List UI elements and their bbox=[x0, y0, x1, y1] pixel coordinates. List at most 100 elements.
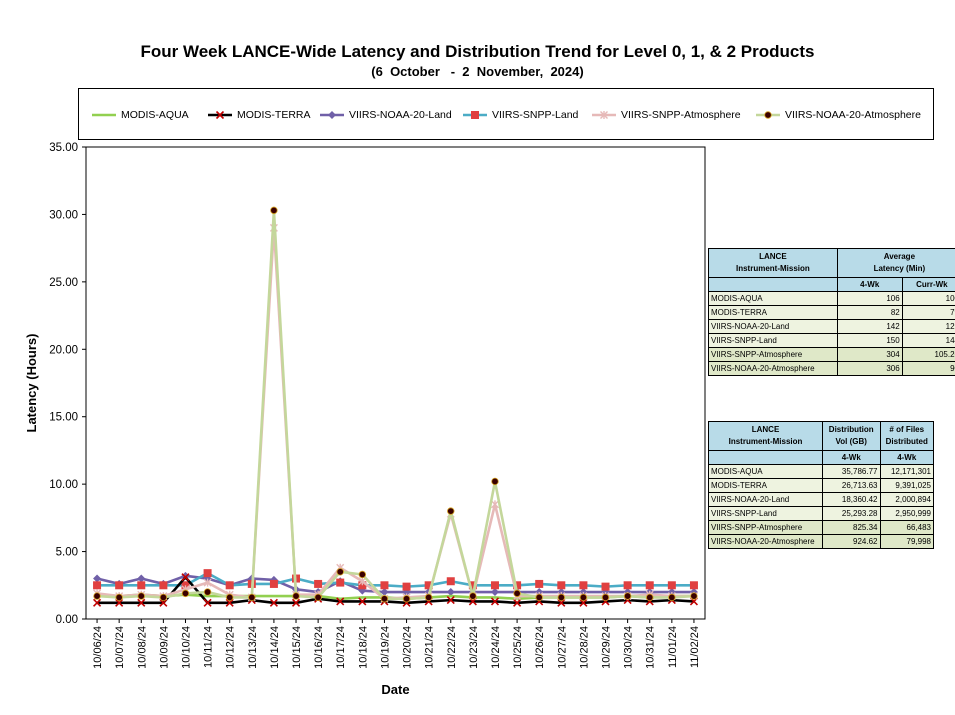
data-point bbox=[490, 500, 499, 509]
legend-item: MODIS-AQUA bbox=[91, 106, 189, 124]
chart-title: Four Week LANCE-Wide Latency and Distrib… bbox=[140, 42, 815, 61]
x-tick-label: 10/08/24 bbox=[136, 626, 148, 669]
x-tick-label: 10/27/24 bbox=[556, 626, 568, 669]
row-value-b: 144 bbox=[901, 333, 955, 348]
data-point bbox=[490, 597, 500, 606]
x-tick-label: 10/24/24 bbox=[490, 626, 502, 669]
data-point bbox=[623, 592, 632, 600]
legend-label: VIIRS-SNPP-Land bbox=[492, 109, 579, 121]
row-value-a: 825.34 bbox=[822, 520, 881, 535]
legend-label: VIIRS-SNPP-Atmosphere bbox=[621, 109, 741, 121]
data-point bbox=[93, 574, 102, 583]
data-point bbox=[336, 597, 345, 606]
x-tick-label: 10/28/24 bbox=[578, 626, 590, 669]
header-metric: Distribution Vol (GB) bbox=[822, 421, 881, 451]
header-blank bbox=[708, 277, 838, 292]
row-name: MODIS-TERRA bbox=[708, 305, 838, 320]
data-point bbox=[292, 592, 300, 600]
data-point bbox=[115, 593, 123, 602]
x-tick-label: 10/18/24 bbox=[357, 626, 369, 669]
data-point bbox=[137, 581, 146, 590]
latency-table: LANCE Instrument-Mission Average Latency … bbox=[708, 248, 955, 376]
header-instrument: LANCE Instrument-Mission bbox=[708, 248, 838, 278]
legend-label: VIIRS-NOAA-20-Land bbox=[349, 109, 452, 121]
data-point bbox=[203, 569, 212, 578]
x-tick-label: 10/29/24 bbox=[601, 626, 613, 669]
header-instrument: LANCE Instrument-Mission bbox=[708, 421, 823, 451]
data-point bbox=[667, 581, 676, 590]
data-point bbox=[490, 588, 499, 597]
header-files: # of Files Distributed bbox=[879, 421, 934, 451]
x-tick-label: 10/11/24 bbox=[203, 626, 215, 668]
legend-item: MODIS-TERRA bbox=[207, 106, 311, 124]
data-point bbox=[491, 477, 499, 486]
row-value-b: 2,000,894 bbox=[879, 492, 934, 507]
x-tick-label: 10/25/24 bbox=[512, 626, 524, 669]
legend-label: MODIS-TERRA bbox=[237, 109, 311, 121]
legend-marker bbox=[328, 111, 336, 119]
data-point bbox=[402, 595, 411, 603]
data-point bbox=[270, 206, 278, 215]
data-point bbox=[535, 593, 543, 602]
data-point bbox=[225, 581, 234, 590]
x-tick-label: 10/20/24 bbox=[402, 626, 414, 669]
data-point bbox=[159, 593, 168, 602]
table-row: MODIS-AQUA106100 bbox=[708, 291, 955, 306]
data-point bbox=[269, 598, 278, 607]
data-point bbox=[92, 598, 102, 607]
header-blank bbox=[708, 450, 823, 465]
data-point bbox=[225, 593, 234, 602]
data-point bbox=[668, 593, 676, 602]
data-point bbox=[601, 582, 610, 591]
row-value-a: 82 bbox=[836, 305, 903, 320]
data-point bbox=[557, 593, 566, 602]
y-tick-label: 5.00 bbox=[56, 547, 78, 559]
y-tick-label: 25.00 bbox=[49, 277, 78, 289]
y-tick-label: 15.00 bbox=[49, 412, 78, 424]
table-row: VIIRS-NOAA-20-Atmosphere 924.62 79,998 bbox=[708, 534, 934, 549]
x-tick-label: 10/23/24 bbox=[468, 626, 480, 669]
row-name: VIIRS-SNPP-Land bbox=[708, 506, 823, 521]
data-point bbox=[336, 578, 345, 587]
legend-marker bbox=[600, 111, 608, 119]
row-value-a: 35,786.77 bbox=[822, 464, 881, 479]
data-point bbox=[137, 598, 146, 607]
data-point bbox=[314, 593, 322, 602]
y-tick-label: 0.00 bbox=[56, 614, 78, 626]
data-point bbox=[181, 573, 190, 582]
legend-marker bbox=[764, 111, 772, 119]
data-point bbox=[137, 592, 145, 600]
data-point bbox=[93, 592, 101, 600]
legend-swatch bbox=[92, 113, 116, 117]
data-point bbox=[424, 581, 433, 590]
x-tick-label: 10/10/24 bbox=[180, 626, 192, 669]
distribution-table: LANCE Instrument-Mission Distribution Vol… bbox=[708, 421, 934, 549]
subheader-b: 4-Wk bbox=[879, 450, 934, 465]
table-row: VIIRS-NOAA-20-Land142129 bbox=[708, 319, 955, 334]
data-point bbox=[690, 592, 698, 600]
row-name: VIIRS-SNPP-Atmosphere bbox=[708, 347, 838, 362]
row-value-b: 129 bbox=[901, 319, 955, 334]
row-value-b: 90 bbox=[901, 361, 955, 376]
table-row: VIIRS-SNPP-Land 25,293.28 2,950,999 bbox=[708, 506, 934, 521]
table-row: VIIRS-NOAA-20-Land 18,360.42 2,000,894 bbox=[708, 492, 934, 507]
legend-label: VIIRS-NOAA-20-Atmosphere bbox=[785, 109, 921, 121]
data-point bbox=[336, 568, 344, 576]
series-viirs-snpp-atmosphere bbox=[93, 223, 698, 603]
y-tick-label: 20.00 bbox=[49, 344, 78, 356]
row-name: MODIS-TERRA bbox=[708, 478, 823, 493]
data-point bbox=[203, 588, 212, 596]
subheader-a: 4-Wk bbox=[836, 277, 903, 292]
data-point bbox=[557, 598, 566, 607]
data-point bbox=[601, 593, 610, 602]
row-value-a: 18,360.42 bbox=[822, 492, 881, 507]
subheader-b: Curr-Wk bbox=[901, 277, 955, 292]
row-name: VIIRS-SNPP-Atmosphere bbox=[708, 520, 823, 535]
row-value-a: 306 bbox=[836, 361, 903, 376]
row-name: MODIS-AQUA bbox=[708, 291, 838, 306]
x-tick-label: 11/02/24 bbox=[689, 626, 701, 668]
x-tick-label: 10/06/24 bbox=[92, 626, 104, 669]
data-point bbox=[490, 581, 499, 590]
data-point bbox=[248, 593, 256, 602]
